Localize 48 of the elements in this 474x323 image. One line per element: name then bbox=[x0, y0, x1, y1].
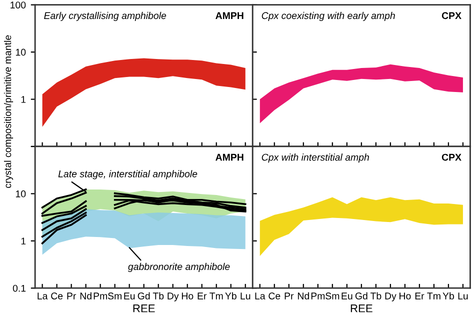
x-tick-label: Pr bbox=[67, 292, 76, 300]
x-tick-label: Er bbox=[415, 292, 424, 300]
x-tick-label: La bbox=[255, 292, 266, 300]
x-tick-label: Gd bbox=[138, 292, 150, 300]
x-tick-label: Eu bbox=[124, 292, 135, 300]
x-tick-label: Eu bbox=[342, 292, 352, 300]
text: Early crystallising amphibole bbox=[44, 12, 166, 21]
x-tick-label: Ho bbox=[182, 292, 194, 300]
annotation: AMPH bbox=[216, 12, 244, 19]
y-tick-label: 100 bbox=[10, 2, 26, 8]
text: Cpx with interstitial amph bbox=[262, 154, 369, 163]
x-tick-label: Tm bbox=[427, 292, 440, 300]
x-axis-title: REE bbox=[133, 304, 155, 312]
x-tick-label: Er bbox=[198, 292, 207, 300]
y-tick-label: 10 bbox=[16, 48, 26, 56]
y-tick-label: 1 bbox=[21, 238, 26, 244]
x-tick-label: Pm bbox=[311, 292, 325, 300]
x-tick-label: Sm bbox=[108, 292, 122, 300]
annotation: AMPH bbox=[216, 154, 244, 161]
x-axis-title: REE bbox=[350, 304, 372, 312]
x-tick-label: Pr bbox=[284, 292, 294, 300]
x-tick-label: Sm bbox=[326, 292, 340, 300]
annotation: gabbronorite amphibole bbox=[128, 262, 230, 272]
x-tick-label: Tm bbox=[210, 292, 223, 300]
x-tick-label: La bbox=[38, 292, 48, 300]
y-tick-label: 10 bbox=[16, 190, 26, 198]
y-tick-label: 1 bbox=[21, 96, 26, 103]
x-tick-label: Tb bbox=[370, 292, 382, 300]
annotation: CPX bbox=[442, 12, 462, 20]
x-tick-label: Yb bbox=[442, 292, 454, 300]
x-tick-label: Gd bbox=[355, 292, 368, 300]
x-tick-label: Ce bbox=[268, 292, 280, 300]
x-tick-label: Pm bbox=[94, 292, 107, 300]
y-axis-title: crystal composition/primitive mantle bbox=[4, 35, 14, 188]
x-tick-label: Nd bbox=[298, 292, 309, 300]
x-tick-label: Tb bbox=[152, 292, 164, 300]
x-tick-label: Yb bbox=[225, 292, 236, 300]
text: Cpx coexisting with early amph bbox=[262, 12, 395, 21]
x-tick-label: Ce bbox=[51, 292, 63, 300]
x-tick-label: Lu bbox=[240, 292, 250, 300]
annotation: Late stage, interstitial amphibole bbox=[58, 170, 198, 180]
x-tick-label: Ho bbox=[400, 292, 411, 300]
x-tick-label: Nd bbox=[80, 292, 92, 300]
y-tick-label: 0.1 bbox=[12, 284, 26, 292]
x-tick-label: Dy bbox=[168, 292, 179, 302]
annotation: CPX bbox=[442, 154, 462, 161]
x-tick-label: Lu bbox=[458, 292, 468, 300]
x-tick-label: Dy bbox=[385, 292, 396, 302]
